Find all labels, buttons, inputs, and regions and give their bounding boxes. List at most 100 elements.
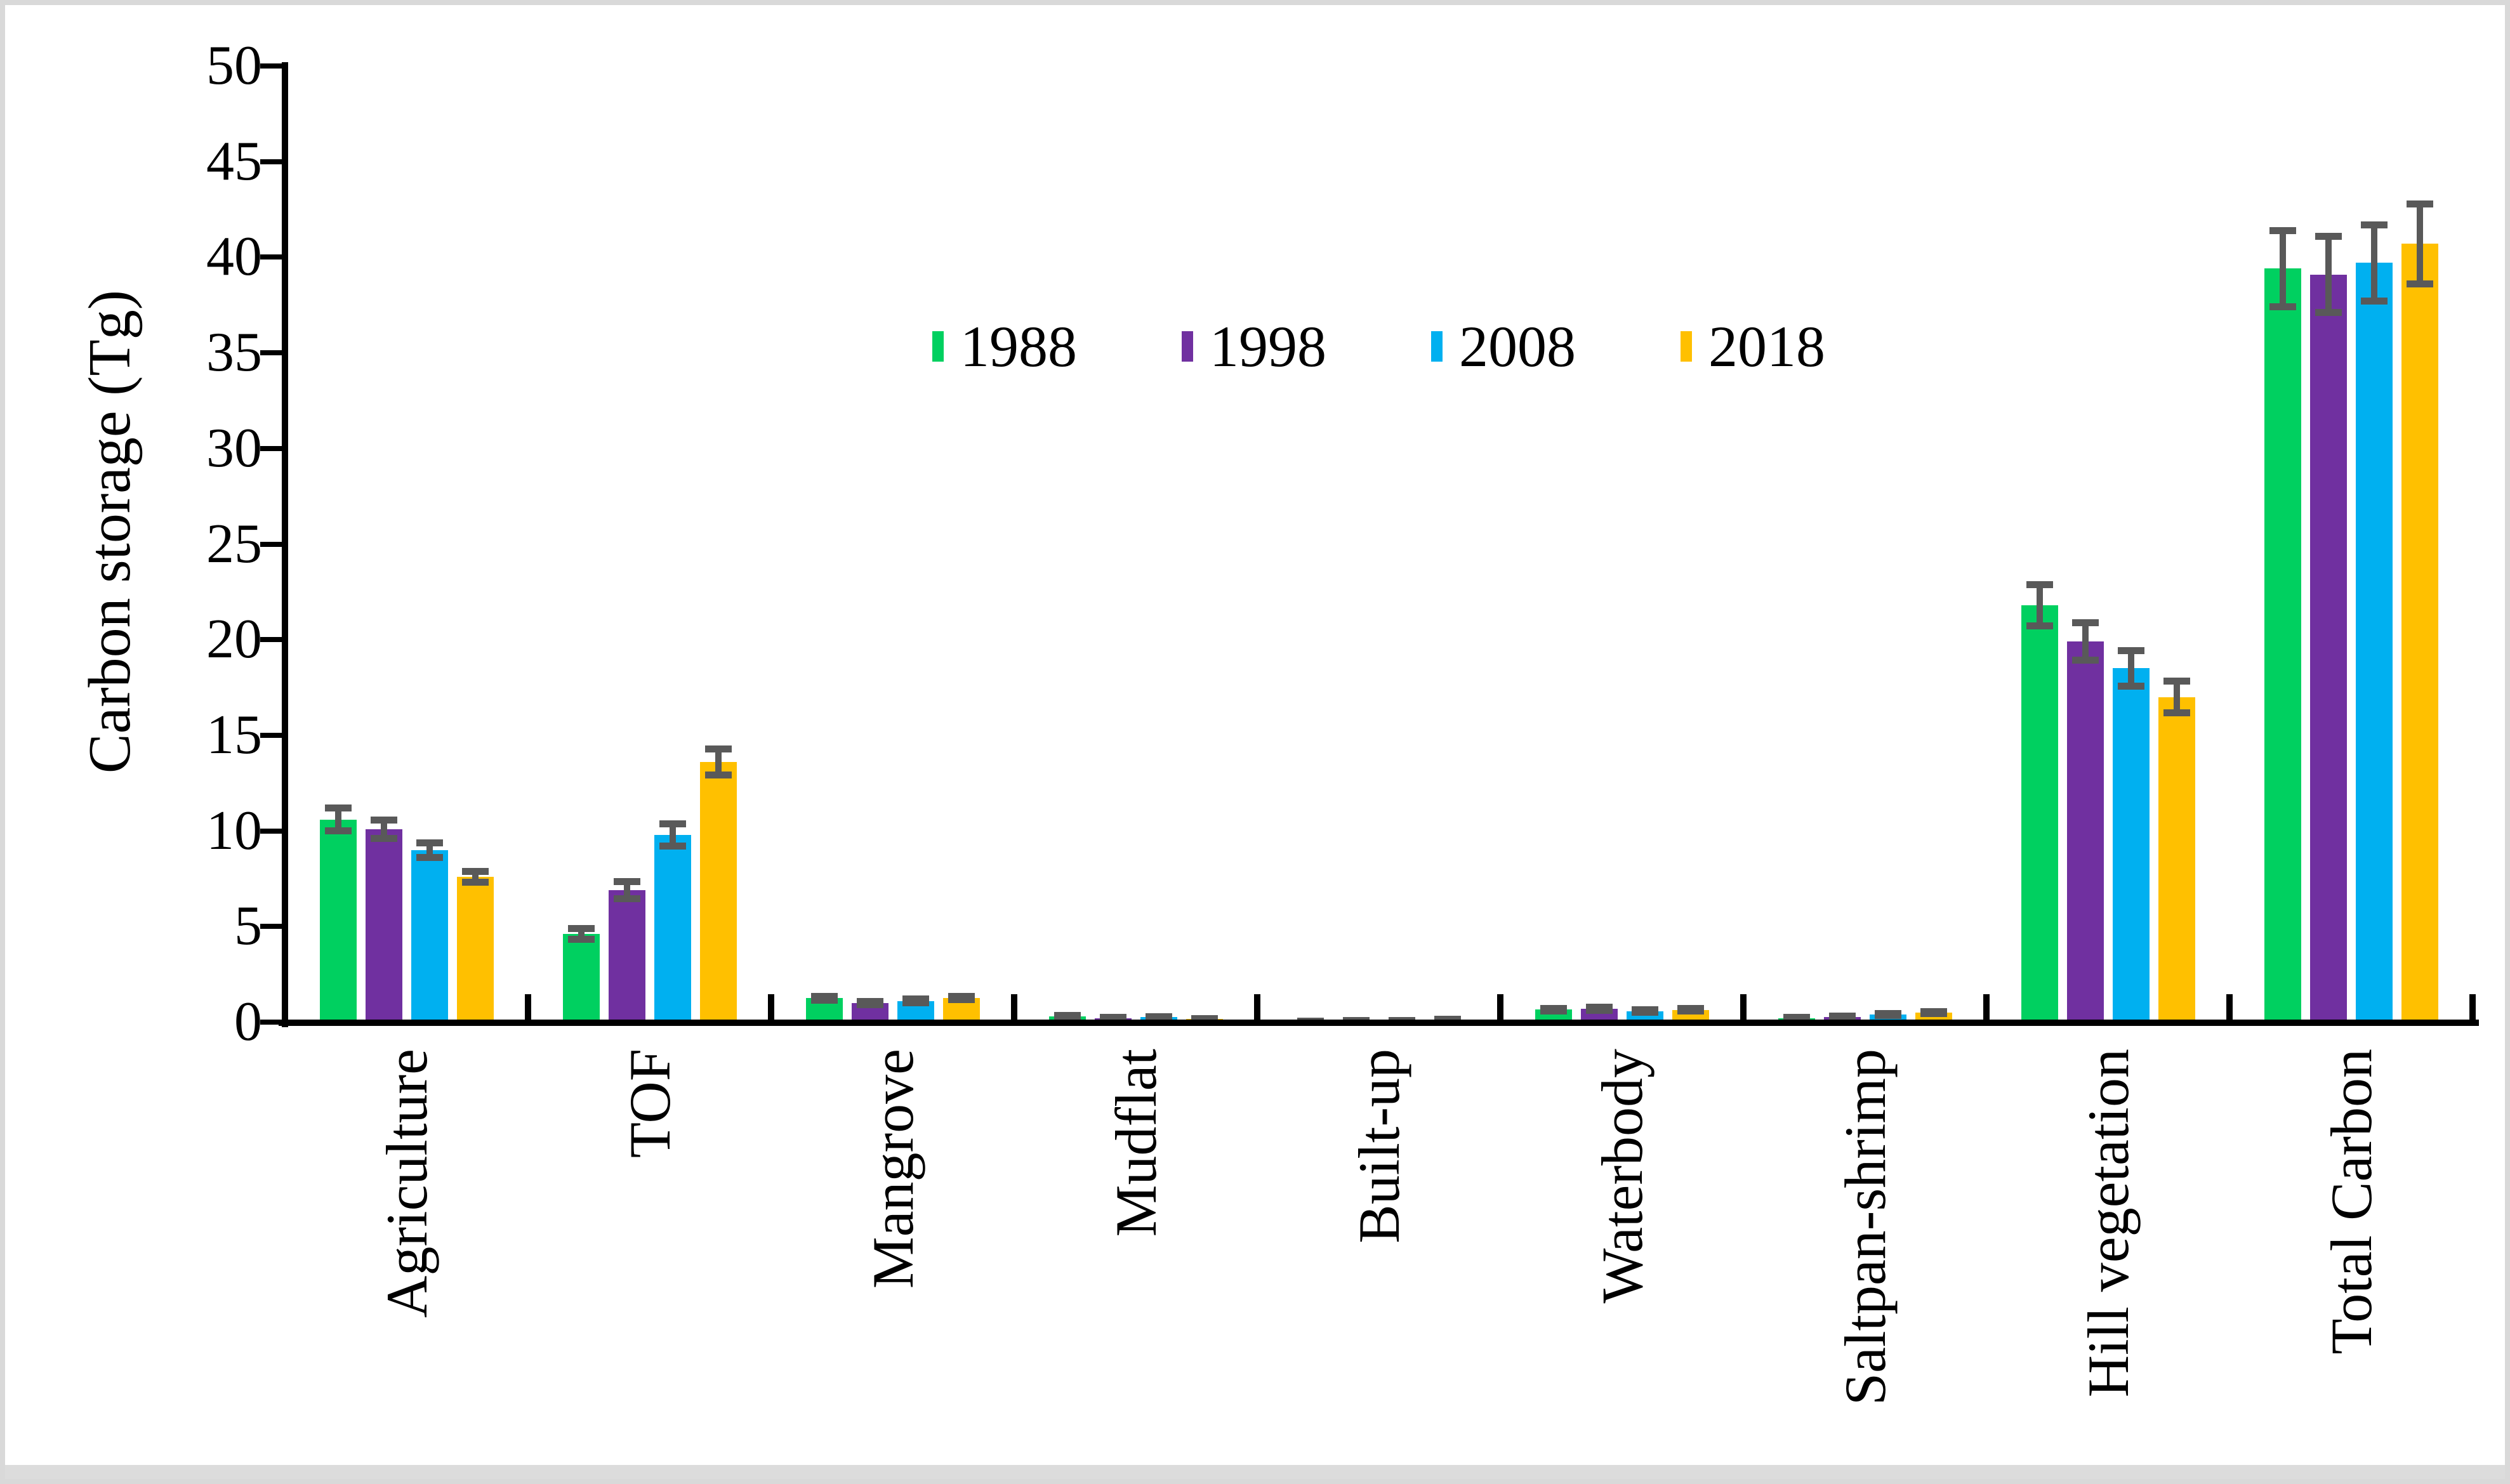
y-tick-label-30: 30 [206,417,262,479]
category-label-agriculture: Agriculture [285,1049,528,1479]
bar-2018-hill-vegetation [2158,697,2195,1022]
error-bar-cap-bottom [1874,1012,1901,1020]
bar-1988-agriculture [319,819,357,1022]
error-bar-cap-bottom [1540,1007,1567,1015]
error-bar-cap-bottom [613,895,640,902]
error-bar-cap-bottom [856,1001,883,1008]
error-bar-cap-bottom [2026,622,2053,630]
error-bar-cap-bottom [2117,683,2144,690]
legend-label-1988: 1988 [960,314,1077,379]
error-bar-cap-bottom [2071,657,2099,664]
error-bar-cap-top [2117,647,2144,654]
category-label-text: Mudflat [1103,1049,1168,1237]
legend-label-2008: 2008 [1459,314,1576,379]
category-label-text: Hill vegetation [2075,1049,2141,1398]
x-boundary-tick [1740,994,1747,1020]
bar-2018-tof [699,762,737,1022]
error-bar-cap-top [2163,678,2190,685]
x-boundary-tick [2469,994,2476,1020]
error-bar-cap-bottom [1145,1014,1172,1021]
legend-label-1998: 1998 [1210,314,1326,379]
y-tick-label-25: 25 [206,513,262,575]
error-bar-line [2127,650,2134,687]
category-label-hill-vegetation: Hill vegetation [1986,1049,2229,1479]
y-tick-mark-40 [260,254,285,260]
y-tick-mark-10 [260,828,285,834]
error-bar-cap-bottom [902,999,929,1007]
error-bar-cap-bottom [704,772,732,779]
legend-swatch-2018 [1681,331,1692,362]
legend-item-2008: 2008 [1431,317,1576,376]
error-bar-cap-bottom [324,827,352,834]
y-tick-label-5: 5 [234,895,262,957]
x-boundary-tick [525,994,531,1020]
legend-item-2018: 2018 [1681,317,1825,376]
category-label-text: Total Carbon [2318,1049,2384,1355]
x-boundary-tick [768,994,774,1020]
y-tick-label-45: 45 [206,130,262,192]
category-label-total-carbon: Total Carbon [2229,1049,2473,1479]
bar-2008-hill-vegetation [2112,668,2150,1022]
error-bar-cap-top [461,867,489,875]
category-label-text: Saltpan-shrimp [1832,1049,1898,1406]
x-boundary-tick [2226,994,2233,1020]
y-tick-mark-20 [260,637,285,643]
error-bar-line [2325,236,2332,313]
legend-item-1988: 1988 [932,317,1077,376]
error-bar-cap-top [324,804,352,812]
error-bar-line [623,881,630,899]
x-boundary-tick [1983,994,1990,1020]
error-bar-cap-bottom [810,996,838,1004]
error-bar-cap-bottom [370,834,397,842]
y-tick-label-15: 15 [206,704,262,766]
error-bar-cap-top [2071,619,2099,627]
error-bar-cap-bottom [1631,1008,1658,1016]
error-bar-cap-bottom [2315,308,2342,316]
error-bar-cap-bottom [1099,1015,1126,1023]
error-bar-line [380,819,387,839]
error-bar-line [715,748,722,776]
y-tick-label-40: 40 [206,226,262,288]
x-axis-line [279,1020,2479,1026]
error-bar-line [334,808,341,831]
error-bar-cap-top [2315,233,2342,240]
error-bar-cap-bottom [659,842,686,850]
category-label-waterbody: Waterbody [1500,1049,1743,1479]
error-bar-cap-top [902,995,929,1003]
error-bar-cap-bottom [1585,1006,1613,1014]
bar-1998-agriculture [365,829,402,1022]
error-bar-cap-bottom [1677,1008,1704,1015]
error-bar-cap-bottom [2163,709,2190,717]
bar-1988-hill-vegetation [2021,605,2058,1022]
error-bar-line [426,842,433,858]
y-tick-label-35: 35 [206,322,262,384]
category-label-built-up: Built-up [1257,1049,1500,1479]
y-tick-mark-15 [260,732,285,738]
bar-1988-tof [562,934,600,1022]
bar-2018-total-carbon [2401,244,2438,1022]
error-bar-cap-bottom [1828,1014,1856,1021]
error-bar-cap-bottom [2406,280,2433,287]
category-label-mangrove: Mangrove [771,1049,1014,1479]
y-tick-mark-25 [260,541,285,547]
category-label-text: Waterbody [1589,1049,1655,1304]
error-bar-cap-top [2026,581,2053,588]
error-bar-cap-top [2269,227,2296,235]
error-bar-line [2173,681,2180,714]
y-tick-mark-50 [260,63,285,69]
window-bottom-strip [5,1465,2505,1479]
bar-2008-total-carbon [2355,263,2393,1022]
error-bar-cap-bottom [416,853,443,861]
error-bar-cap-top [2360,221,2388,229]
error-bar-cap-top [370,816,397,824]
error-bar-cap-bottom [948,996,975,1004]
error-bar-line [2279,230,2286,307]
error-bar-cap-bottom [2360,297,2388,305]
error-bar-cap-top [659,820,686,827]
error-bar-cap-bottom [1783,1015,1810,1023]
bar-1998-total-carbon [2309,274,2347,1022]
y-tick-mark-5 [260,924,285,929]
bar-2008-tof [654,834,691,1022]
category-label-saltpan-shrimp: Saltpan-shrimp [1743,1049,1986,1479]
category-label-text: Agriculture [374,1049,439,1318]
